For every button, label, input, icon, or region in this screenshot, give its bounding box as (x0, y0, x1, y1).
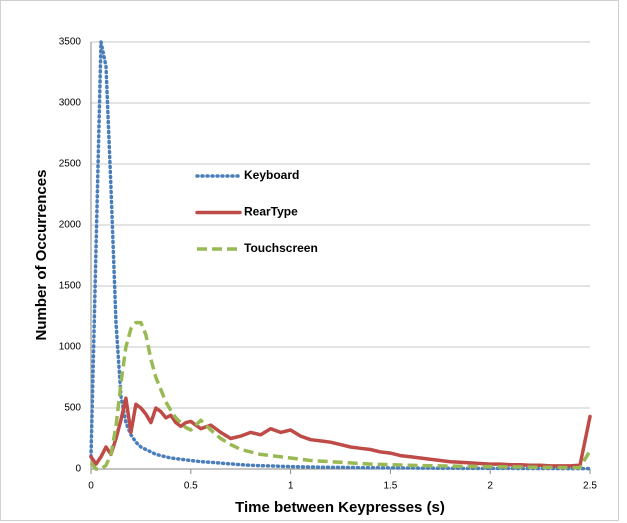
y-tick-label: 0 (75, 464, 81, 475)
y-tick-label: 3000 (59, 98, 82, 109)
y-tick-label: 2000 (59, 220, 82, 231)
series-line (89, 40, 592, 471)
legend-label: Touchscreen (244, 241, 318, 255)
x-tick-label: 1 (288, 481, 294, 492)
x-tick-label: 2 (487, 481, 493, 492)
y-tick-label: 1000 (59, 342, 82, 353)
y-tick-label: 2500 (59, 159, 82, 170)
series-line (89, 320, 592, 471)
y-tick-label: 3500 (59, 37, 82, 48)
series-line (89, 396, 592, 468)
legend-label: RearType (244, 205, 298, 219)
y-tick-label: 1500 (59, 281, 82, 292)
x-tick-label: 1.5 (383, 481, 397, 492)
legend-label: Keyboard (244, 168, 299, 182)
x-tick-label: 0 (88, 481, 94, 492)
x-tick-label: 2.5 (583, 481, 597, 492)
y-axis-title: Number of Occurrences (33, 170, 50, 341)
y-tick-label: 500 (64, 403, 81, 414)
x-tick-label: 0.5 (184, 481, 198, 492)
x-axis-title: Time between Keypresses (s) (235, 499, 445, 516)
